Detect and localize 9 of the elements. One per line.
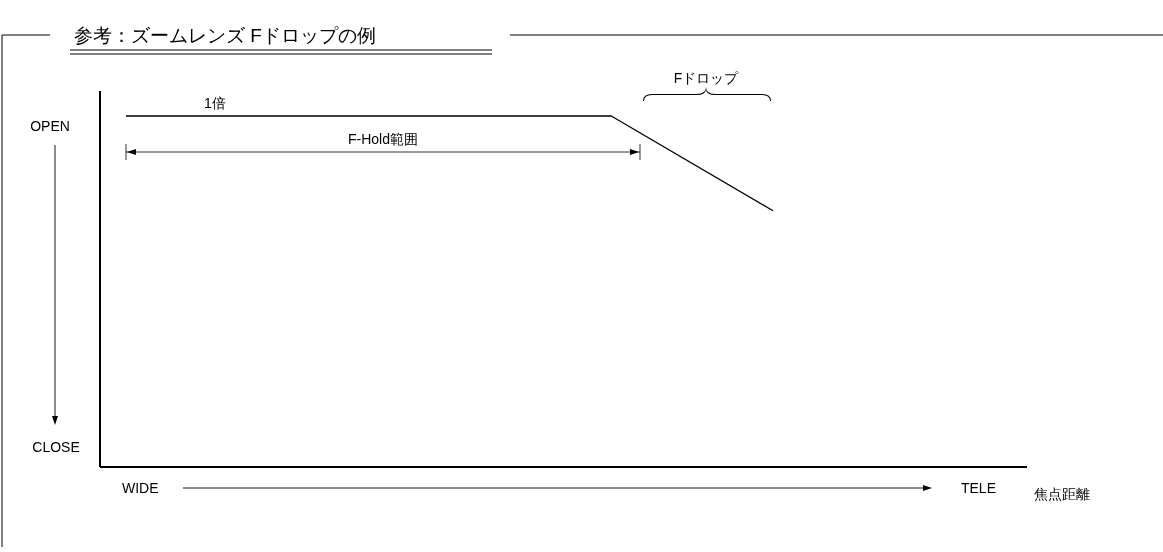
- text: 焦点距離: [1034, 486, 1090, 502]
- text: TELE: [960, 480, 996, 496]
- annotation: OPEN: [30, 118, 70, 134]
- annotation: F-Hold範囲: [347, 131, 419, 147]
- chart-title: 参考：ズームレンズ Fドロップの例: [74, 25, 376, 46]
- text: Fドロップ: [673, 70, 740, 86]
- text: 1倍: [204, 95, 226, 111]
- annotation: CLOSE: [32, 439, 80, 455]
- text: WIDE: [122, 480, 159, 496]
